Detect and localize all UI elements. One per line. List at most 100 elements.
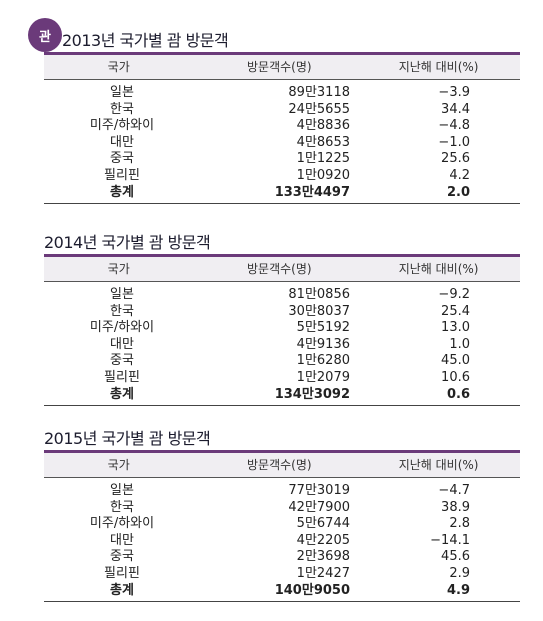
table-row: 일본 89만3118 −3.9	[44, 85, 520, 102]
table-row: 미주/하와이 5만6744 2.8	[44, 516, 520, 533]
country-cell: 일본	[110, 483, 134, 498]
country-cell: 총계	[110, 184, 134, 200]
table-body: 일본 89만3118 −3.9 한국 24만5655 34.4 미주/하와이 4만8836 −4…	[44, 80, 520, 201]
change-cell: −1.0	[438, 134, 470, 150]
change-cell: 38.9	[441, 499, 470, 515]
table-top-rule	[44, 254, 520, 257]
visitors-cell: 89만3118	[288, 85, 350, 100]
table-row: 대만 4만2205 −14.1	[44, 533, 520, 550]
change-cell: 4.9	[446, 582, 470, 598]
country-cell: 필리핀	[104, 369, 140, 385]
change-cell: −3.9	[438, 85, 470, 100]
table-row: 일본 81만0856 −9.2	[44, 287, 520, 304]
table-body: 일본 81만0856 −9.2 한국 30만8037 25.4 미주/하와이 5만5192 13…	[44, 282, 520, 403]
header-country: 국가	[107, 458, 130, 472]
change-cell: 0.6	[446, 386, 470, 402]
table-row: 한국 30만8037 25.4	[44, 304, 520, 321]
header-visitors: 방문객수(명)	[247, 262, 312, 276]
change-cell: −4.8	[438, 118, 470, 134]
table-row: 필리핀 1만0920 4.2	[44, 168, 520, 185]
header-country: 국가	[107, 60, 130, 74]
table-row: 중국 1만1225 25.6	[44, 151, 520, 168]
country-cell: 대만	[110, 134, 134, 150]
country-cell: 미주/하와이	[89, 516, 155, 532]
table-row: 미주/하와이 4만8836 −4.8	[44, 118, 520, 135]
visitors-cell: 4만9136	[296, 336, 350, 352]
visitors-cell: 2만3698	[296, 549, 350, 565]
country-cell: 중국	[110, 353, 134, 369]
header-visitors: 방문객수(명)	[247, 458, 312, 472]
country-cell: 중국	[110, 151, 134, 167]
country-cell: 대만	[110, 532, 134, 548]
table-row: 한국 42만7900 38.9	[44, 500, 520, 517]
table-title: 2015년 국가별 괌 방문객	[44, 429, 211, 448]
table-bottom-rule	[44, 601, 520, 603]
change-cell: 2.0	[446, 184, 470, 200]
change-cell: 1.0	[449, 336, 470, 352]
visitors-cell: 134만3092	[274, 386, 350, 402]
change-cell: −9.2	[438, 287, 470, 302]
section-badge: 관	[28, 18, 62, 52]
visitors-cell: 140만9050	[274, 582, 350, 598]
table-row: 중국 2만3698 45.6	[44, 549, 520, 566]
change-cell: 25.6	[441, 151, 470, 167]
table-row: 중국 1만6280 45.0	[44, 353, 520, 370]
header-change: 지난해 대비(%)	[398, 458, 479, 472]
country-cell: 미주/하와이	[89, 320, 155, 336]
visitors-cell: 1만2427	[296, 565, 350, 581]
country-cell: 필리핀	[104, 565, 140, 581]
country-cell: 한국	[110, 303, 134, 319]
table-header: 국가 방문객수(명) 지난해 대비(%)	[44, 257, 520, 282]
visitors-cell: 5만6744	[296, 516, 350, 532]
change-cell: 10.6	[441, 369, 470, 385]
visitors-cell: 4만2205	[296, 532, 350, 548]
table-row: 필리핀 1만2079 10.6	[44, 370, 520, 387]
visitor-table-3: 2015년 국가별 괌 방문객 국가 방문객수(명) 지난해 대비(%) 일본 77만30…	[44, 428, 520, 603]
country-cell: 필리핀	[104, 167, 140, 183]
change-cell: 4.2	[449, 167, 470, 183]
table-bottom-rule	[44, 405, 520, 407]
table-row: 한국 24만5655 34.4	[44, 102, 520, 119]
country-cell: 일본	[110, 85, 134, 100]
change-cell: 45.0	[441, 353, 470, 369]
change-cell: 25.4	[441, 303, 470, 319]
change-cell: 45.6	[441, 549, 470, 565]
country-cell: 총계	[110, 582, 134, 598]
table-body: 일본 77만3019 −4.7 한국 42만7900 38.9 미주/하와이 5만6744 2.…	[44, 478, 520, 599]
header-change: 지난해 대비(%)	[398, 262, 479, 276]
visitors-cell: 1만2079	[296, 369, 350, 385]
table-top-rule	[44, 52, 520, 55]
table-top-rule	[44, 450, 520, 453]
visitors-cell: 4만8653	[296, 134, 350, 150]
country-cell: 일본	[110, 287, 134, 302]
table-title: 2013년 국가별 괌 방문객	[62, 31, 229, 50]
header-change: 지난해 대비(%)	[398, 60, 479, 74]
change-cell: −14.1	[430, 532, 470, 548]
table-title: 2014년 국가별 괌 방문객	[44, 233, 211, 252]
visitors-cell: 1만1225	[296, 151, 350, 167]
change-cell: −4.7	[438, 483, 470, 498]
country-cell: 미주/하와이	[89, 118, 155, 134]
visitors-cell: 5만5192	[296, 320, 350, 336]
visitors-cell: 30만8037	[288, 303, 350, 319]
country-cell: 중국	[110, 549, 134, 565]
table-bottom-rule	[44, 203, 520, 205]
change-cell: 13.0	[441, 320, 470, 336]
country-cell: 총계	[110, 386, 134, 402]
header-country: 국가	[107, 262, 130, 276]
total-row: 총계 134만3092 0.6	[44, 387, 520, 404]
table-row: 미주/하와이 5만5192 13.0	[44, 320, 520, 337]
visitors-cell: 81만0856	[288, 287, 350, 302]
table-row: 대만 4만9136 1.0	[44, 337, 520, 354]
country-cell: 한국	[110, 101, 134, 117]
visitors-cell: 133만4497	[274, 184, 350, 200]
visitors-cell: 42만7900	[288, 499, 350, 515]
change-cell: 34.4	[441, 101, 470, 117]
total-row: 총계 133만4497 2.0	[44, 185, 520, 202]
visitors-cell: 24만5655	[288, 101, 350, 117]
table-header: 국가 방문객수(명) 지난해 대비(%)	[44, 55, 520, 80]
country-cell: 대만	[110, 336, 134, 352]
total-row: 총계 140만9050 4.9	[44, 583, 520, 600]
